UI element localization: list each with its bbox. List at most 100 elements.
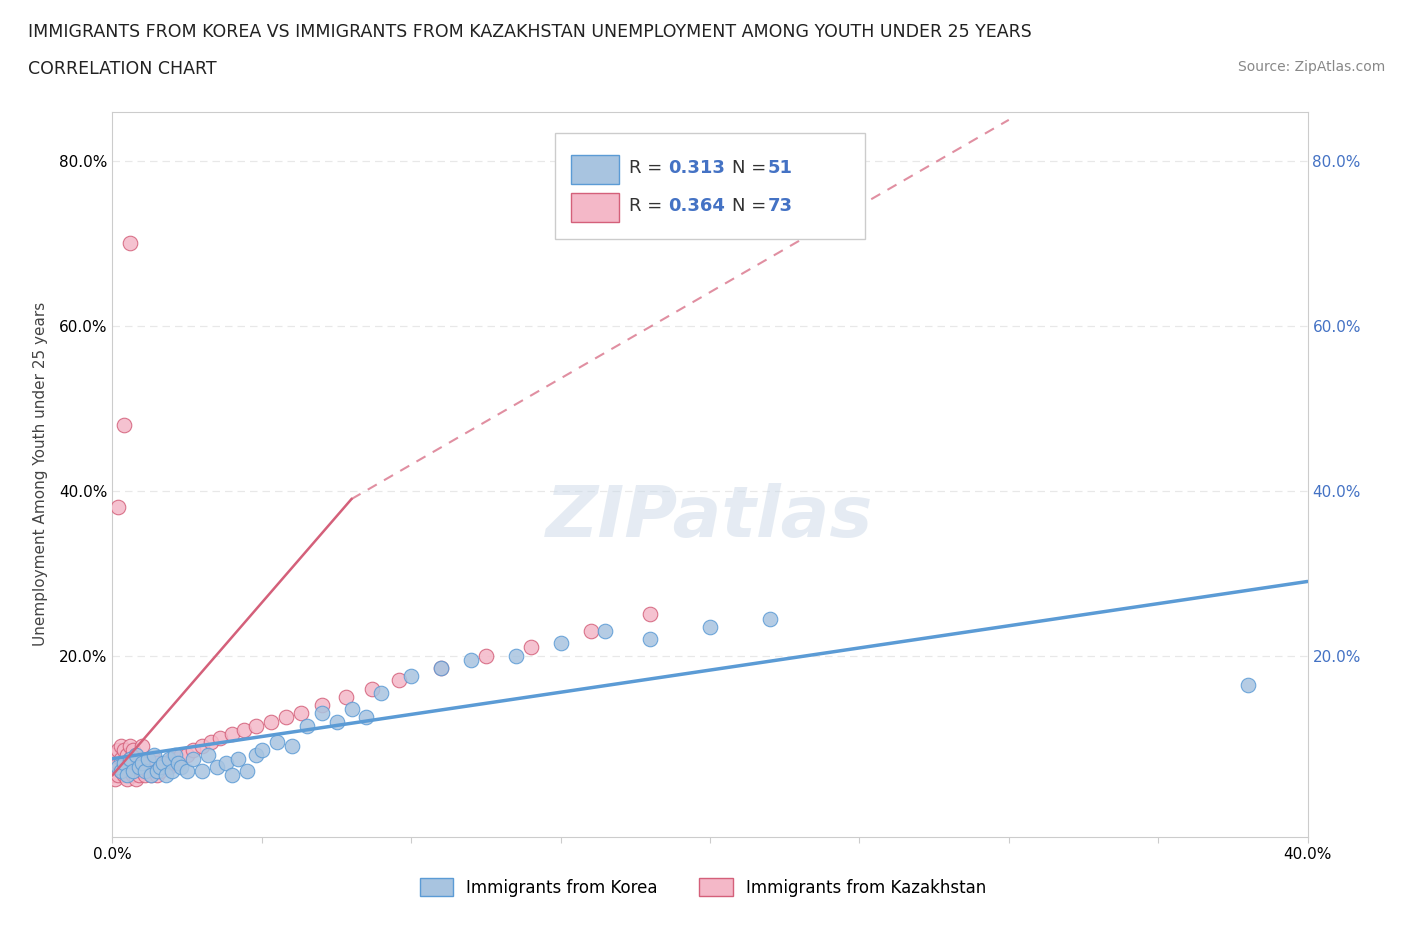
- Point: [122, 743, 145, 758]
- Point: [236, 764, 259, 778]
- Point: [215, 755, 238, 770]
- Point: [107, 499, 129, 514]
- Point: [110, 764, 132, 778]
- Point: [120, 738, 142, 753]
- Point: [143, 751, 166, 766]
- Point: [117, 768, 139, 783]
- Point: [209, 731, 232, 746]
- Point: [1237, 677, 1260, 692]
- Point: [120, 751, 142, 766]
- Point: [120, 751, 142, 766]
- Point: [138, 764, 160, 778]
- Point: [134, 764, 156, 778]
- Point: [250, 743, 273, 758]
- Point: [117, 772, 139, 787]
- Point: [157, 751, 180, 766]
- Point: [311, 706, 333, 721]
- Point: [388, 673, 411, 688]
- Point: [141, 768, 163, 783]
- Point: [104, 747, 127, 762]
- Text: 0.313: 0.313: [668, 159, 725, 178]
- Point: [107, 743, 129, 758]
- Text: IMMIGRANTS FROM KOREA VS IMMIGRANTS FROM KAZAKHSTAN UNEMPLOYMENT AMONG YOUTH UND: IMMIGRANTS FROM KOREA VS IMMIGRANTS FROM…: [28, 23, 1032, 41]
- FancyBboxPatch shape: [571, 155, 619, 184]
- Point: [120, 236, 142, 251]
- Point: [221, 768, 243, 783]
- Point: [260, 714, 283, 729]
- Point: [640, 631, 662, 646]
- Point: [197, 747, 219, 762]
- Point: [114, 755, 135, 770]
- Point: [595, 623, 617, 638]
- Point: [134, 768, 156, 783]
- Point: [101, 768, 124, 783]
- Point: [114, 418, 135, 432]
- Point: [122, 764, 145, 778]
- Point: [138, 751, 160, 766]
- Point: [122, 768, 145, 783]
- Point: [290, 706, 312, 721]
- Point: [281, 738, 304, 753]
- Point: [128, 755, 150, 770]
- Point: [122, 755, 145, 770]
- Point: [110, 764, 132, 778]
- Point: [370, 685, 392, 700]
- Y-axis label: Unemployment Among Youth under 25 years: Unemployment Among Youth under 25 years: [32, 302, 48, 646]
- Text: 73: 73: [768, 197, 793, 215]
- Point: [181, 743, 204, 758]
- Point: [138, 751, 160, 766]
- Point: [162, 764, 183, 778]
- Text: 0.364: 0.364: [668, 197, 725, 215]
- Point: [155, 768, 177, 783]
- Point: [162, 751, 183, 766]
- Text: R =: R =: [628, 159, 668, 178]
- Point: [162, 755, 183, 770]
- Point: [221, 726, 243, 741]
- Point: [152, 760, 174, 775]
- Point: [699, 619, 721, 634]
- Point: [266, 735, 288, 750]
- Point: [131, 751, 153, 766]
- Point: [117, 760, 139, 775]
- Point: [149, 760, 172, 775]
- Point: [640, 607, 662, 622]
- Point: [149, 764, 172, 778]
- Point: [759, 611, 782, 626]
- Point: [191, 764, 214, 778]
- Point: [128, 760, 150, 775]
- Point: [176, 764, 198, 778]
- Point: [205, 760, 228, 775]
- Point: [311, 698, 333, 712]
- Point: [131, 738, 153, 753]
- Text: Source: ZipAtlas.com: Source: ZipAtlas.com: [1237, 60, 1385, 74]
- Point: [104, 772, 127, 787]
- Point: [167, 755, 190, 770]
- Point: [361, 681, 384, 696]
- Point: [110, 738, 132, 753]
- Point: [226, 751, 249, 766]
- Point: [143, 764, 166, 778]
- Point: [340, 702, 363, 717]
- FancyBboxPatch shape: [554, 133, 866, 239]
- Point: [170, 747, 193, 762]
- Point: [131, 764, 153, 778]
- Point: [125, 747, 148, 762]
- Point: [176, 747, 198, 762]
- Point: [101, 755, 124, 770]
- Point: [125, 747, 148, 762]
- Point: [295, 718, 318, 733]
- Point: [245, 747, 267, 762]
- Point: [274, 710, 297, 724]
- Text: N =: N =: [731, 159, 772, 178]
- Point: [104, 760, 127, 775]
- Point: [165, 747, 187, 762]
- Point: [107, 760, 129, 775]
- Point: [356, 710, 378, 724]
- Point: [475, 648, 498, 663]
- Legend: Immigrants from Korea, Immigrants from Kazakhstan: Immigrants from Korea, Immigrants from K…: [412, 870, 994, 905]
- Point: [131, 755, 153, 770]
- Point: [114, 743, 135, 758]
- Point: [128, 768, 150, 783]
- Point: [157, 760, 180, 775]
- Text: N =: N =: [731, 197, 772, 215]
